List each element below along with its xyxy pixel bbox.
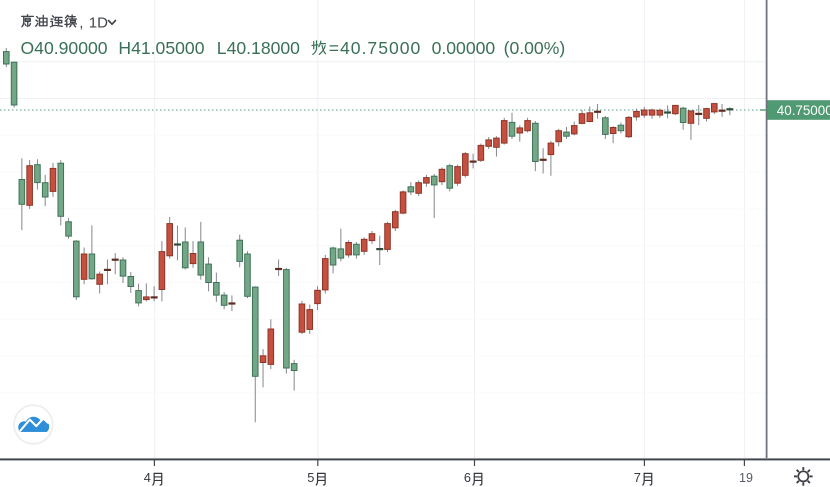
svg-text:(0.00%): (0.00%) [504,38,566,58]
svg-text:H41.05000: H41.05000 [118,38,204,58]
svg-text:,: , [79,14,83,31]
svg-text:1D: 1D [89,14,108,31]
svg-text:0.00000: 0.00000 [432,38,496,58]
svg-text:40.75000: 40.75000 [777,103,830,118]
svg-text:O40.90000: O40.90000 [21,38,108,58]
svg-text:7: 7 [634,470,641,485]
svg-text:4: 4 [144,470,151,485]
svg-text:19: 19 [739,471,753,485]
svg-text:5: 5 [307,470,314,485]
svg-text:L40.18000: L40.18000 [217,38,300,58]
svg-text:6: 6 [464,470,471,485]
svg-text:=40.75000: =40.75000 [329,38,422,58]
